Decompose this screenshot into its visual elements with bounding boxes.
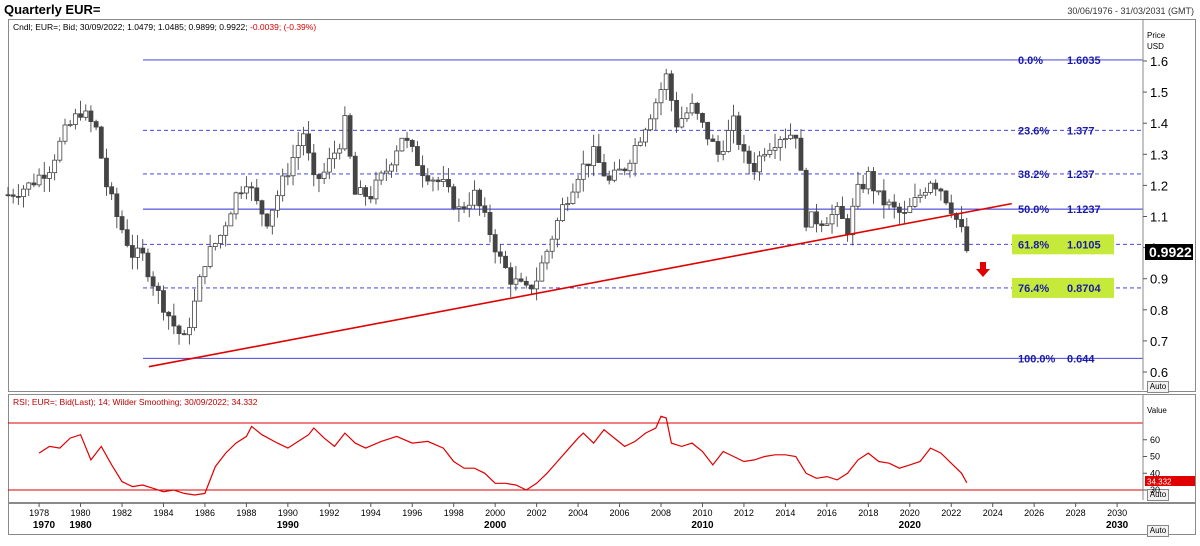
rsi-auto-scale-button[interactable]: Auto <box>1147 489 1169 501</box>
rsi-panel[interactable] <box>8 394 1196 503</box>
price-legend: Cndl; EUR=; Bid; 30/09/2022; 1.0479; 1.0… <box>13 22 316 32</box>
price-legend-values: Cndl; EUR=; Bid; 30/09/2022; 1.0479; 1.0… <box>13 22 248 32</box>
rsi-legend: RSI; EUR=; Bid(Last); 14; Wilder Smoothi… <box>13 397 258 407</box>
price-panel[interactable] <box>8 19 1196 392</box>
price-auto-scale-button[interactable]: Auto <box>1147 381 1169 393</box>
time-auto-scale-button[interactable]: Auto <box>1147 525 1169 537</box>
chart-title: Quarterly EUR= <box>4 2 101 17</box>
price-legend-change: -0.0039; (-0.39%) <box>250 22 317 32</box>
date-range: 30/06/1976 - 31/03/2031 (GMT) <box>1067 6 1194 16</box>
time-axis-panel <box>8 503 1196 535</box>
